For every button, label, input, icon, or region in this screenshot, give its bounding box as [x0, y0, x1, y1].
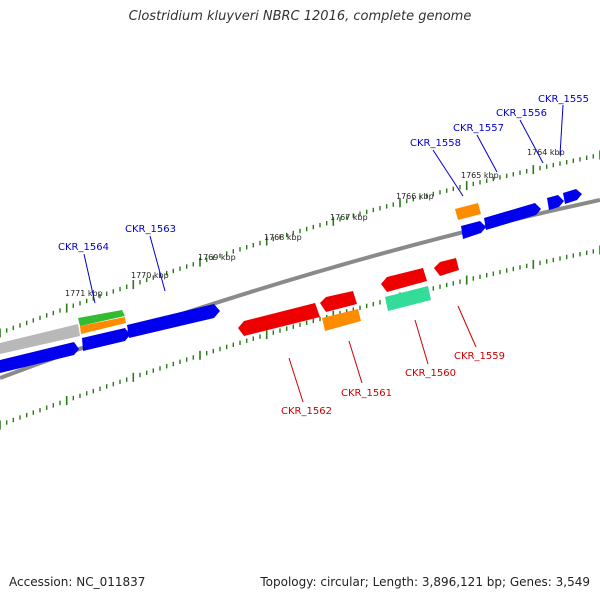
gene-arrow[interactable] [484, 203, 541, 230]
forward-strand [0, 189, 582, 373]
scale-label: 1767 kbp [330, 213, 368, 222]
gene-label[interactable]: CKR_1560 [405, 368, 456, 379]
gene-label[interactable]: CKR_1559 [454, 351, 505, 362]
gene-arrow[interactable] [127, 304, 220, 338]
gene-arrow[interactable] [0, 342, 79, 373]
topology-summary: Topology: circular; Length: 3,896,121 bp… [260, 575, 590, 589]
gene-label[interactable]: CKR_1563 [125, 224, 176, 235]
scale-label: 1771 kbp [65, 289, 103, 298]
gene-label[interactable]: CKR_1561 [341, 388, 392, 399]
gene-arrow[interactable] [322, 309, 361, 331]
gene-arrow[interactable] [434, 258, 459, 276]
gene-arrow[interactable] [563, 189, 582, 204]
scale-label: 1768 kbp [264, 233, 302, 242]
gene-arrow[interactable] [238, 303, 320, 336]
reverse-label-connectors [288, 305, 477, 403]
gene-arrow[interactable] [385, 286, 431, 311]
gene-label[interactable]: CKR_1562 [281, 406, 332, 417]
scale-label: 1769 kbp [198, 253, 236, 262]
scale-label: 1765 kbp [461, 171, 499, 180]
gene-arrow[interactable] [0, 324, 80, 354]
gene-label[interactable]: CKR_1558 [410, 138, 461, 149]
gene-label[interactable]: CKR_1555 [538, 94, 589, 105]
outer-scale-ticks [0, 150, 600, 338]
gene-arrow[interactable] [461, 221, 486, 239]
gene-arrow[interactable] [82, 328, 130, 351]
gene-label[interactable]: CKR_1556 [496, 108, 547, 119]
gene-label[interactable]: CKR_1564 [58, 242, 109, 253]
gene-arrow[interactable] [547, 195, 564, 210]
genome-title: Clostridium kluyveri NBRC 12016, complet… [128, 9, 472, 24]
gene-arrow[interactable] [320, 291, 357, 312]
scale-label: 1766 kbp [396, 192, 434, 201]
gene-label[interactable]: CKR_1557 [453, 123, 504, 134]
forward-label-connectors [83, 104, 564, 304]
accession-text: Accession: NC_011837 [9, 575, 146, 589]
scale-label: 1770 kbp [131, 271, 169, 280]
gene-arrow[interactable] [455, 203, 481, 220]
reverse-strand [238, 258, 459, 336]
gene-arrow[interactable] [80, 317, 126, 334]
scale-label: 1764 kbp [527, 148, 565, 157]
gene-arrow[interactable] [381, 268, 427, 292]
gene-arrow[interactable] [78, 310, 125, 326]
